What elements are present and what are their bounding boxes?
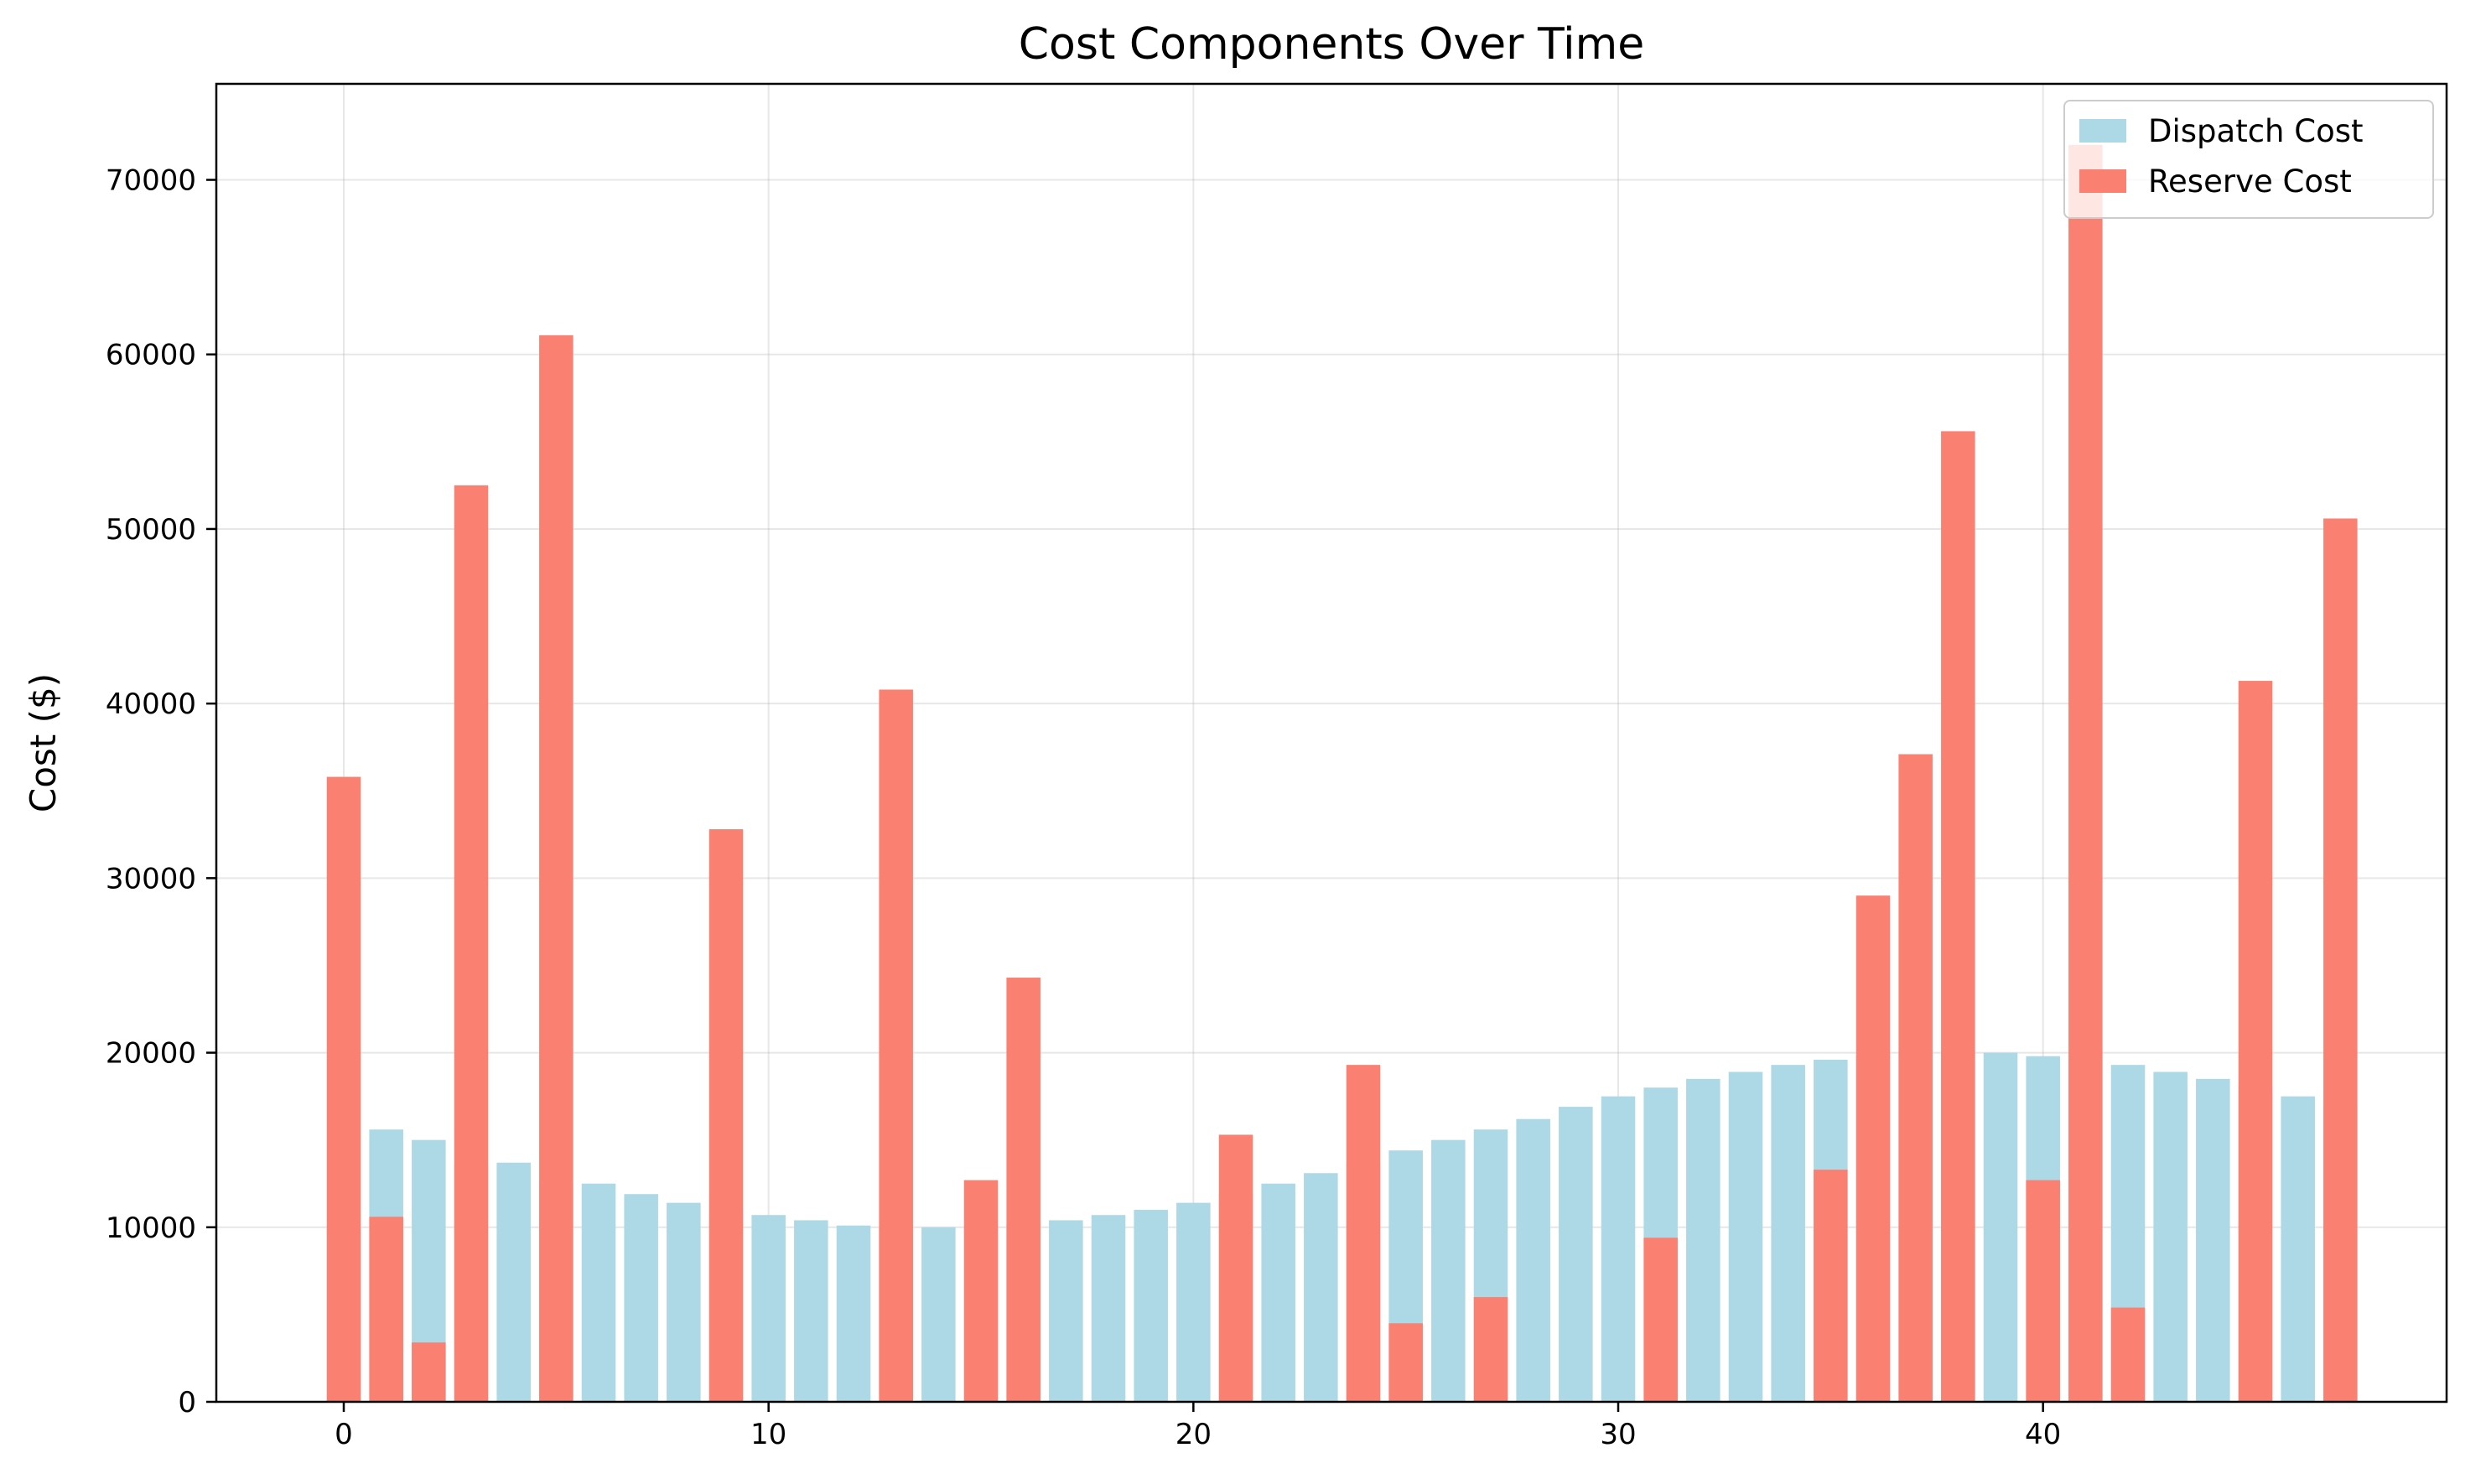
x-tick-label: 30 — [1600, 1418, 1636, 1451]
reserve-cost-bars — [326, 144, 2358, 1403]
reserve-cost-bar-41 — [2068, 144, 2103, 1403]
dispatch-cost-bar-19 — [1134, 1209, 1168, 1402]
y-tick-label: 30000 — [106, 862, 196, 895]
dispatch-cost-bar-28 — [1516, 1118, 1550, 1402]
dispatch-cost-bar-44 — [2196, 1078, 2230, 1402]
reserve-cost-bar-5 — [539, 335, 573, 1402]
dispatch-cost-bar-32 — [1686, 1078, 1720, 1402]
y-tick-label: 60000 — [106, 339, 196, 372]
reserve-cost-bar-16 — [1006, 978, 1041, 1402]
x-tick-label: 0 — [335, 1418, 353, 1451]
reserve-cost-bar-1 — [369, 1217, 403, 1402]
reserve-cost-bar-15 — [963, 1180, 999, 1402]
x-axis-ticks: 0 10 20 30 40 — [335, 1402, 2061, 1451]
y-tick-label: 10000 — [106, 1212, 196, 1245]
x-tick-label: 10 — [750, 1418, 786, 1451]
dispatch-cost-bar-23 — [1304, 1173, 1338, 1402]
reserve-cost-bar-47 — [2323, 518, 2358, 1402]
legend-box — [2063, 100, 2434, 219]
dispatch-cost-bar-12 — [836, 1225, 871, 1402]
reserve-cost-bar-2 — [412, 1342, 446, 1402]
dispatch-cost-bar-11 — [794, 1220, 828, 1402]
legend: Dispatch Cost Reserve Cost — [2063, 100, 2434, 219]
y-tick-label: 40000 — [106, 688, 196, 721]
reserve-cost-bar-31 — [1643, 1238, 1678, 1402]
dispatch-cost-bar-6 — [581, 1183, 616, 1402]
dispatch-cost-bar-46 — [2281, 1096, 2315, 1402]
dispatch-cost-bar-8 — [667, 1202, 701, 1402]
dispatch-cost-bar-34 — [1771, 1065, 1805, 1402]
reserve-cost-bar-0 — [326, 776, 361, 1402]
x-tick-label: 40 — [2025, 1418, 2061, 1451]
chart-title: Cost Components Over Time — [1019, 19, 1645, 70]
reserve-cost-bar-3 — [454, 485, 489, 1402]
legend-label-reserve: Reserve Cost — [2148, 163, 2352, 200]
dispatch-cost-bar-43 — [2153, 1071, 2188, 1402]
reserve-cost-bar-35 — [1814, 1170, 1848, 1402]
legend-swatch-dispatch — [2079, 119, 2126, 143]
reserve-cost-bar-21 — [1218, 1134, 1253, 1402]
legend-swatch-reserve — [2079, 169, 2126, 193]
dispatch-cost-bar-7 — [624, 1194, 658, 1402]
dispatch-cost-bar-17 — [1049, 1220, 1083, 1402]
y-axis-label: Cost ($) — [23, 673, 64, 812]
dispatch-cost-bar-14 — [921, 1227, 956, 1402]
y-tick-label: 20000 — [106, 1037, 196, 1071]
dispatch-cost-bar-33 — [1728, 1071, 1763, 1402]
reserve-cost-bar-45 — [2238, 681, 2273, 1402]
y-tick-label: 50000 — [106, 513, 196, 547]
reserve-cost-bar-27 — [1473, 1297, 1508, 1402]
dispatch-cost-bar-29 — [1559, 1107, 1593, 1402]
reserve-cost-bar-9 — [708, 829, 744, 1402]
dispatch-cost-bar-30 — [1601, 1096, 1636, 1402]
plot-frame — [215, 82, 2448, 1404]
reserve-cost-bar-25 — [1388, 1323, 1423, 1402]
dispatch-cost-bar-22 — [1261, 1183, 1295, 1402]
y-axis-ticks: 0 10000 20000 30000 40000 50000 60000 70000 — [106, 164, 216, 1419]
reserve-cost-bar-13 — [879, 689, 913, 1402]
y-tick-label: 70000 — [106, 164, 196, 198]
reserve-cost-bar-37 — [1898, 754, 1933, 1402]
y-tick-label: 0 — [178, 1386, 196, 1419]
reserve-cost-bar-40 — [2026, 1180, 2060, 1402]
dispatch-cost-bar-4 — [496, 1162, 531, 1402]
legend-label-dispatch: Dispatch Cost — [2148, 113, 2364, 149]
dispatch-cost-bar-20 — [1176, 1202, 1211, 1402]
dispatch-cost-bar-18 — [1091, 1215, 1126, 1402]
dispatch-cost-bar-10 — [751, 1215, 786, 1402]
reserve-cost-bar-36 — [1855, 895, 1891, 1402]
x-tick-label: 20 — [1176, 1418, 1212, 1451]
reserve-cost-bar-42 — [2110, 1307, 2146, 1402]
reserve-cost-bar-24 — [1346, 1065, 1381, 1402]
dispatch-cost-bar-39 — [1983, 1052, 2018, 1402]
dispatch-cost-bar-26 — [1431, 1139, 1466, 1402]
reserve-cost-bar-38 — [1941, 431, 1975, 1402]
